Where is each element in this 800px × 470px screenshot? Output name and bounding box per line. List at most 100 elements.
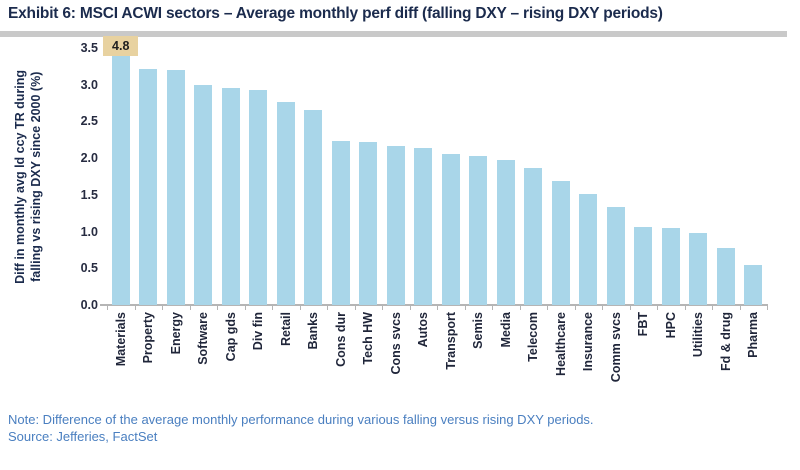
axis-tick bbox=[299, 305, 301, 310]
axis-tick bbox=[409, 305, 411, 310]
x-category-label-energy: Energy bbox=[168, 312, 183, 355]
axis-tick bbox=[739, 305, 741, 310]
x-category-cell: Comm svcs bbox=[602, 312, 630, 408]
x-category-label-banks: Banks bbox=[306, 312, 321, 350]
x-category-cell: Insurance bbox=[575, 312, 603, 408]
value-annotation: 4.8 bbox=[103, 36, 139, 56]
axis-tick bbox=[684, 305, 686, 310]
chart-bar-hpc bbox=[661, 227, 680, 305]
chart-bar-cap-gds bbox=[221, 88, 240, 305]
axis-tick bbox=[547, 305, 548, 310]
chart-bar-software bbox=[194, 84, 213, 305]
x-category-cell: Media bbox=[492, 312, 520, 408]
chart-bar-tech-hw bbox=[359, 141, 378, 305]
axis-tick bbox=[107, 305, 108, 310]
note-text: Note: Difference of the average monthly … bbox=[8, 412, 594, 427]
x-category-label-insurance: Insurance bbox=[581, 312, 596, 372]
x-category-cell: Tech HW bbox=[355, 312, 383, 408]
axis-tick bbox=[327, 305, 328, 310]
chart-bar-pharma bbox=[744, 264, 763, 305]
axis-tick bbox=[134, 305, 136, 310]
y-tick-label: 1.0 bbox=[80, 224, 98, 239]
x-axis-baseline bbox=[100, 304, 768, 306]
axis-tick bbox=[602, 305, 603, 310]
title-underline-rule bbox=[0, 31, 787, 37]
x-category-label-transport: Transport bbox=[443, 312, 458, 370]
axis-tick bbox=[464, 305, 466, 310]
x-category-cell: Utilities bbox=[685, 312, 713, 408]
x-category-cell: Fd & drug bbox=[712, 312, 740, 408]
x-category-label-materials: Materials bbox=[113, 312, 128, 367]
x-category-cell: Software bbox=[190, 312, 218, 408]
axis-tick bbox=[354, 305, 356, 310]
x-category-label-retail: Retail bbox=[278, 312, 293, 347]
chart-bar-semis bbox=[469, 155, 488, 305]
axis-tick bbox=[629, 305, 631, 310]
y-axis-title-wrap: Diff in monthly avg ld ccy TR during fal… bbox=[7, 48, 49, 305]
y-axis-title: Diff in monthly avg ld ccy TR during fal… bbox=[13, 69, 43, 284]
axis-tick bbox=[382, 305, 383, 310]
y-tick-label: 2.0 bbox=[80, 151, 98, 166]
x-category-label-software: Software bbox=[196, 312, 211, 365]
chart-bar-autos bbox=[414, 147, 433, 305]
x-category-cell: Semis bbox=[465, 312, 493, 408]
exhibit-title: Exhibit 6: MSCI ACWI sectors – Average m… bbox=[8, 5, 663, 22]
axis-tick bbox=[272, 305, 273, 310]
x-category-cell: Telecom bbox=[520, 312, 548, 408]
axis-tick bbox=[767, 305, 768, 310]
chart-bar-div-fin bbox=[249, 89, 268, 305]
axis-tick bbox=[712, 305, 713, 310]
x-category-cell: Cap gds bbox=[217, 312, 245, 408]
chart-bar-cons-dur bbox=[331, 140, 350, 305]
chart-bar-insurance bbox=[579, 194, 598, 305]
x-category-label-cons-svcs: Cons svcs bbox=[388, 312, 403, 375]
x-category-cell: Autos bbox=[410, 312, 438, 408]
axis-tick bbox=[574, 305, 576, 310]
axis-tick bbox=[162, 305, 163, 310]
x-category-label-fd-drug: Fd & drug bbox=[718, 312, 733, 372]
chart-bar-fbt bbox=[634, 227, 653, 305]
value-annotation-label: 4.8 bbox=[112, 39, 130, 53]
chart-bar-cons-svcs bbox=[386, 146, 405, 305]
x-category-cell: Pharma bbox=[740, 312, 768, 408]
x-category-cell: Property bbox=[135, 312, 163, 408]
axis-tick bbox=[519, 305, 521, 310]
x-category-label-cap-gds: Cap gds bbox=[223, 312, 238, 362]
x-category-label-fbt: FBT bbox=[636, 312, 651, 337]
chart-bar-retail bbox=[276, 101, 295, 305]
chart-bar-comm-svcs bbox=[606, 207, 625, 305]
chart-bar-telecom bbox=[524, 167, 543, 305]
y-tick-label: 3.5 bbox=[80, 41, 98, 55]
x-category-label-autos: Autos bbox=[416, 312, 431, 348]
axis-tick bbox=[492, 305, 493, 310]
x-category-label-pharma: Pharma bbox=[746, 312, 761, 358]
chart-bar-fd-drug bbox=[716, 247, 735, 305]
x-category-label-hpc: HPC bbox=[663, 312, 678, 339]
x-category-label-cons-dur: Cons dur bbox=[333, 312, 348, 367]
chart-bar-materials bbox=[111, 48, 130, 305]
x-category-cell: FBT bbox=[630, 312, 658, 408]
chart-bar-banks bbox=[304, 110, 323, 305]
x-category-cell: Cons svcs bbox=[382, 312, 410, 408]
x-category-cell: Retail bbox=[272, 312, 300, 408]
chart-bar-energy bbox=[166, 70, 185, 305]
y-tick-label: 0.5 bbox=[80, 261, 98, 276]
x-category-label-semis: Semis bbox=[471, 312, 486, 349]
y-tick-label: 1.5 bbox=[80, 187, 98, 202]
x-category-label-healthcare: Healthcare bbox=[553, 312, 568, 376]
x-category-label-telecom: Telecom bbox=[526, 312, 541, 362]
source-text: Source: Jefferies, FactSet bbox=[8, 429, 158, 444]
axis-tick bbox=[244, 305, 246, 310]
x-category-label-div-fin: Div fin bbox=[251, 312, 266, 351]
y-tick-label: 2.5 bbox=[80, 114, 98, 129]
x-category-label-comm-svcs: Comm svcs bbox=[608, 312, 623, 383]
x-category-cell: Energy bbox=[162, 312, 190, 408]
x-category-cell: Banks bbox=[300, 312, 328, 408]
y-tick-label: 3.0 bbox=[80, 77, 98, 92]
chart-bar-property bbox=[139, 68, 158, 305]
axis-tick bbox=[217, 305, 218, 310]
chart-bar-transport bbox=[441, 153, 460, 305]
x-category-cell: Cons dur bbox=[327, 312, 355, 408]
chart-bar-utilities bbox=[689, 233, 708, 305]
